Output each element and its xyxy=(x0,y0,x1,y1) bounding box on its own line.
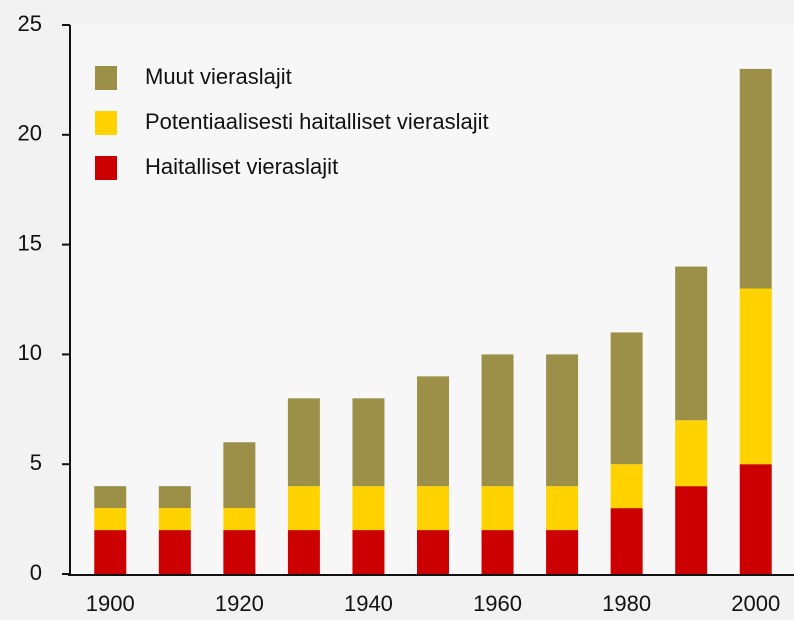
x-tick-label: 1920 xyxy=(215,591,264,616)
bar-segment xyxy=(610,464,643,509)
bar-segment xyxy=(94,486,127,509)
bar-segment xyxy=(481,354,514,487)
bar-segment xyxy=(739,464,772,574)
legend-swatch xyxy=(95,111,117,135)
y-tick-label: 20 xyxy=(18,121,42,146)
bar-segment xyxy=(287,530,320,574)
bar-segment xyxy=(546,530,579,574)
bar-segment xyxy=(546,354,579,487)
y-tick-label: 10 xyxy=(18,340,42,365)
bar-segment xyxy=(94,508,127,531)
legend-label: Potentiaalisesti haitalliset vieraslajit xyxy=(145,109,489,134)
bar-segment xyxy=(352,530,385,574)
bar-segment xyxy=(94,530,127,574)
bar-segment xyxy=(546,486,579,531)
bar-segment xyxy=(223,442,256,509)
bar-segment xyxy=(223,508,256,531)
y-tick-label: 0 xyxy=(30,560,42,585)
y-tick-label: 5 xyxy=(30,450,42,475)
bar-segment xyxy=(352,486,385,531)
bar-segment xyxy=(287,398,320,487)
bar-segment xyxy=(417,486,449,531)
bar-segment xyxy=(287,486,320,531)
bar-segment xyxy=(158,508,191,531)
legend-label: Muut vieraslajit xyxy=(145,64,292,89)
bar-segment xyxy=(481,530,514,574)
x-tick-label: 1980 xyxy=(602,591,651,616)
legend-swatch xyxy=(95,66,117,90)
bar-segment xyxy=(739,68,772,289)
bar-segment xyxy=(610,332,643,465)
legend-label: Haitalliset vieraslajit xyxy=(145,154,338,179)
x-tick-label: 1940 xyxy=(344,591,393,616)
bar-segment xyxy=(675,486,708,574)
bar-segment xyxy=(417,530,449,574)
bar-segment xyxy=(158,530,191,574)
bar-segment xyxy=(417,376,449,487)
bar-segment xyxy=(481,486,514,531)
legend-swatch xyxy=(95,156,117,180)
bar-segment xyxy=(739,288,772,465)
bar-segment xyxy=(675,420,708,487)
y-tick-label: 25 xyxy=(18,11,42,36)
y-tick-label: 15 xyxy=(18,230,42,255)
x-tick-label: 1900 xyxy=(86,591,135,616)
bar-segment xyxy=(352,398,385,487)
x-tick-label: 1960 xyxy=(473,591,522,616)
x-tick-label: 2000 xyxy=(731,591,780,616)
bar-segment xyxy=(675,266,708,421)
bar-segment xyxy=(610,508,643,574)
bar-segment xyxy=(158,486,191,509)
bar-segment xyxy=(223,530,256,574)
